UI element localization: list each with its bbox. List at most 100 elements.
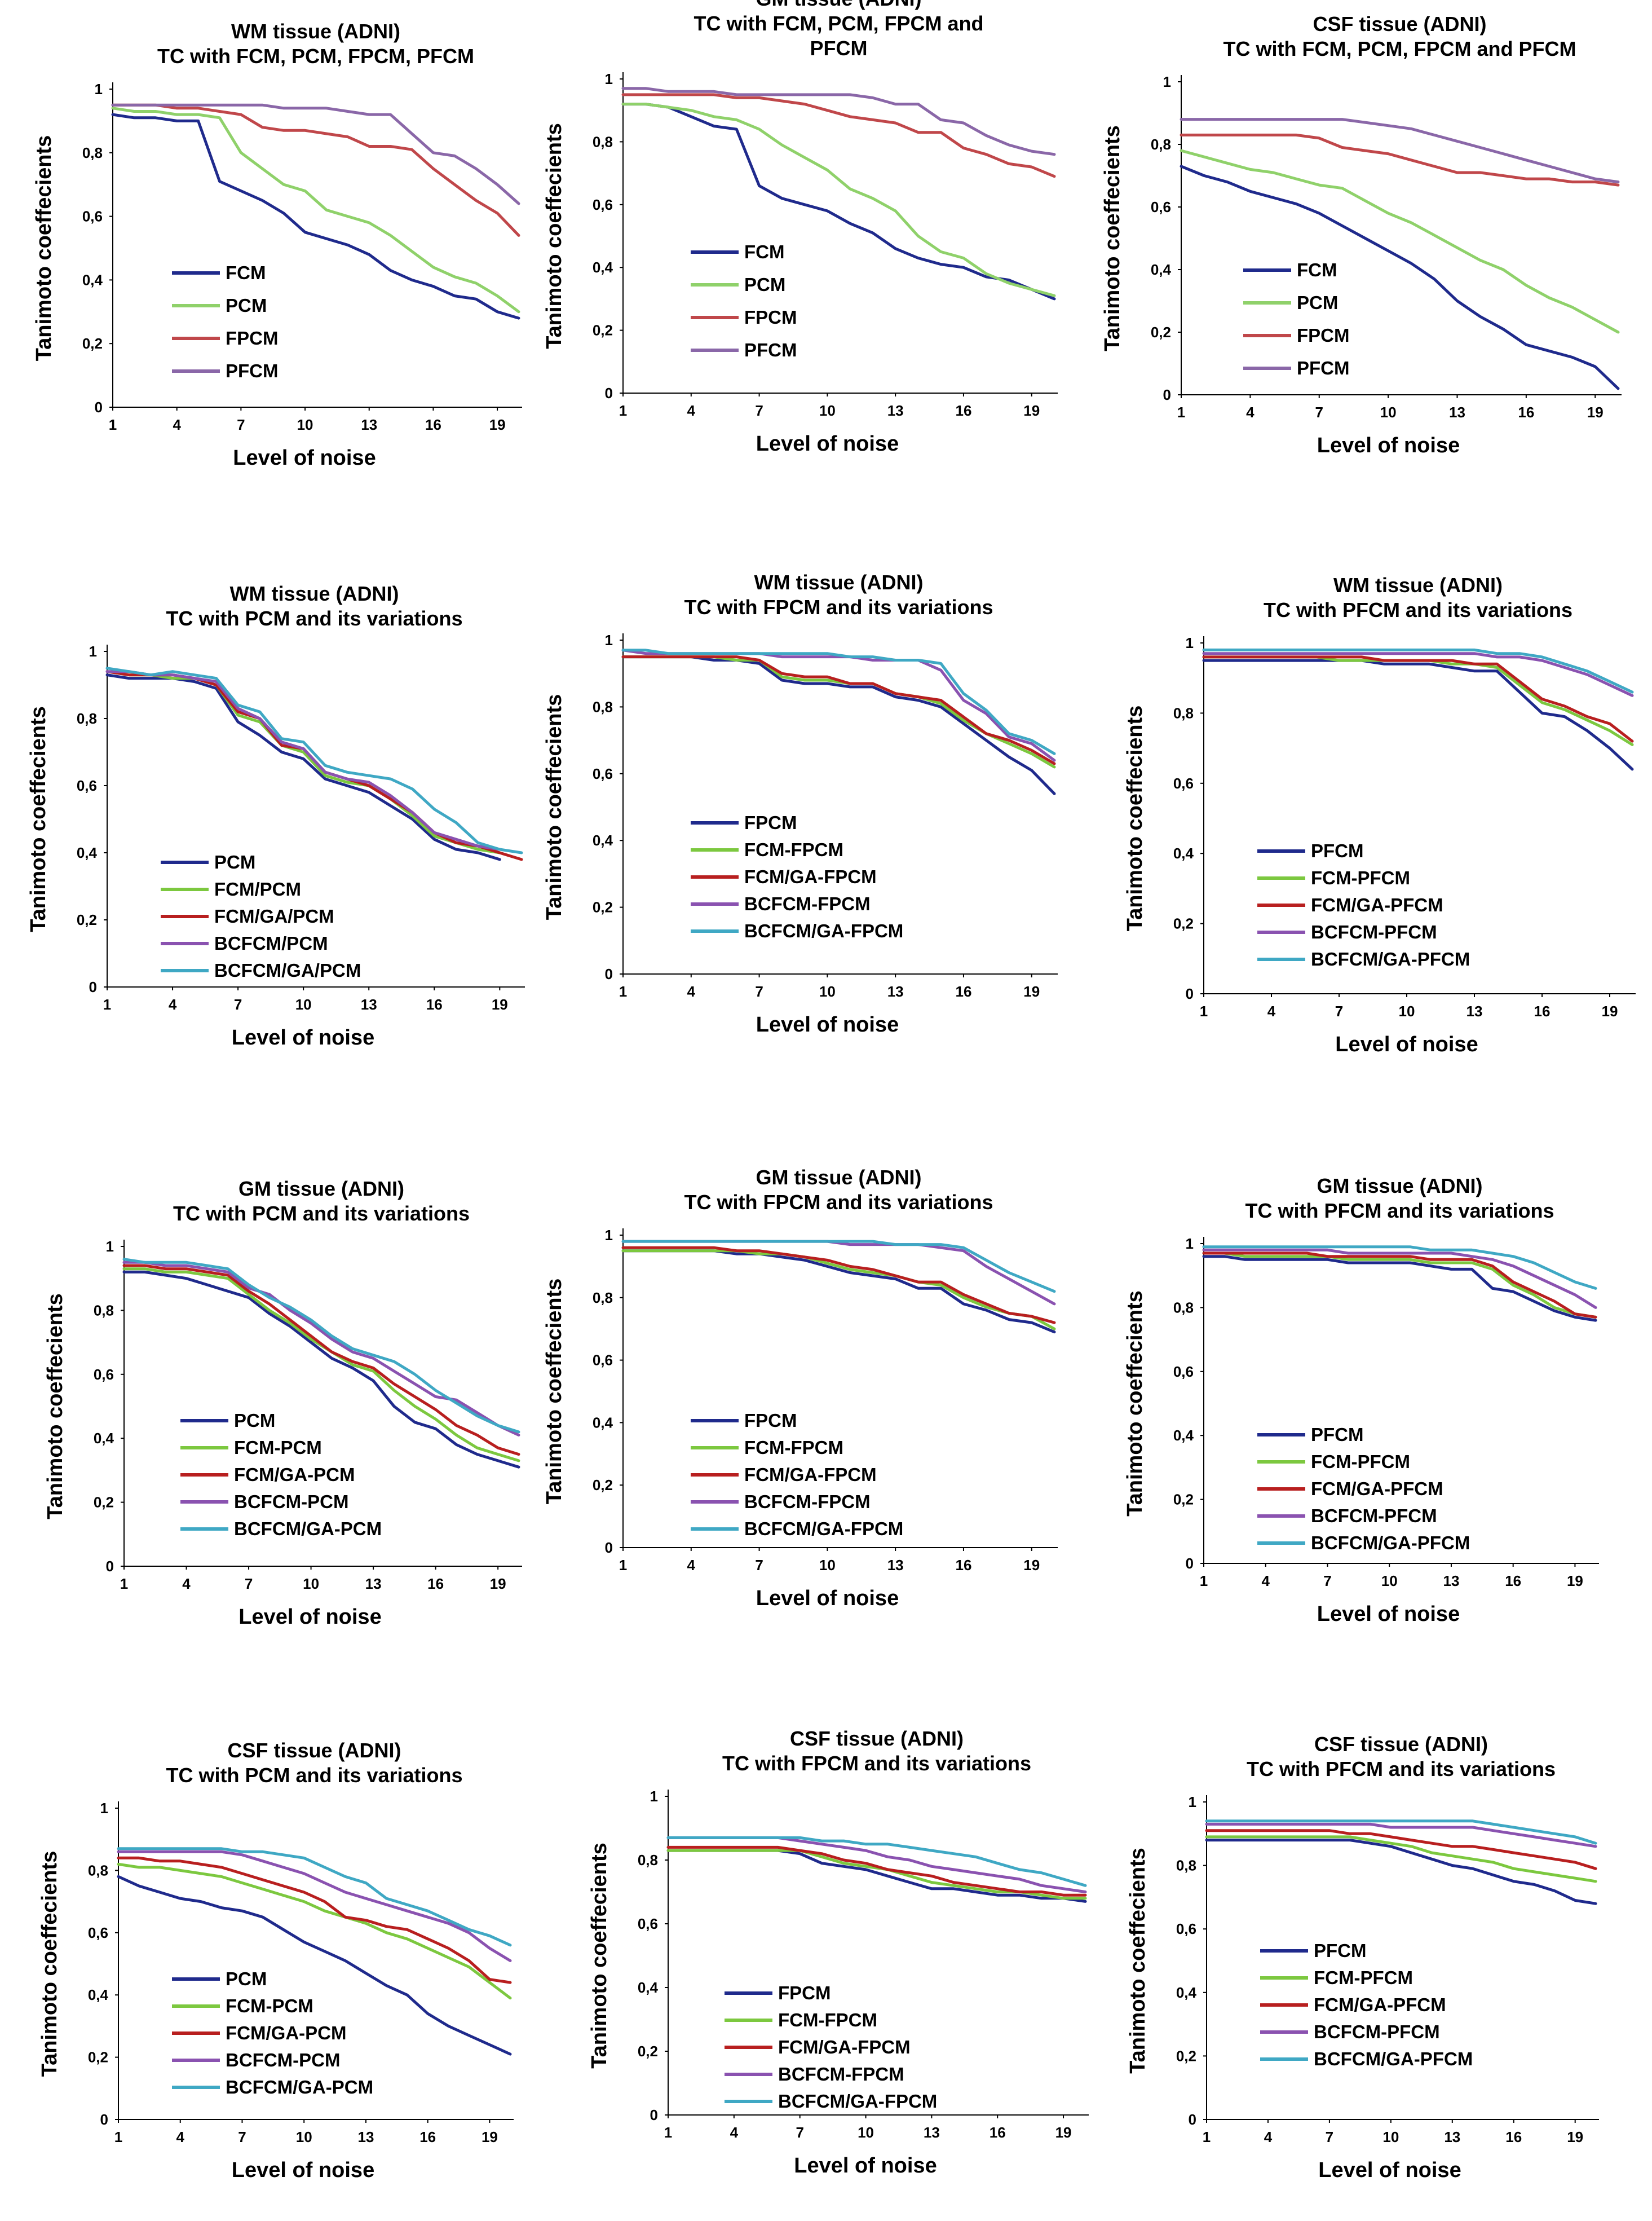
legend-label: FCM-FPCM	[778, 2010, 877, 2030]
chart-title-line: TC with FCM, PCM, FPCM and PFCM	[1223, 37, 1576, 60]
y-tick-label: 0,8	[82, 144, 103, 161]
series-line-bcfcm-pfcm	[1202, 652, 1634, 697]
legend-label: BCFCM/GA-FPCM	[778, 2091, 937, 2112]
y-tick-label: 0,6	[1173, 1363, 1194, 1380]
chart-title-line: WM tissue (ADNI)	[231, 20, 400, 43]
legend-label: BCFCM/GA/PCM	[214, 960, 361, 981]
legend: PFCM FCM-PFCM FCM/GA-PFCM BCFCM-PFCM BCFCM/G…	[1257, 840, 1470, 970]
legend-label: FCM-FPCM	[744, 839, 843, 860]
y-tick-label: 0,2	[88, 2049, 108, 2066]
y-tick-label: 0,2	[593, 1477, 613, 1493]
x-tick-label: 1	[1200, 1003, 1208, 1020]
legend-label: FCM-PFCM	[1314, 1967, 1413, 1988]
x-tick-label: 7	[245, 1575, 253, 1592]
y-tick-label: 1	[106, 1238, 114, 1255]
y-tick-label: 0,2	[1173, 1491, 1194, 1508]
x-tick-label: 16	[1534, 1003, 1551, 1020]
series-line-fcm-ga-fpcm	[621, 655, 1056, 765]
x-tick-label: 13	[887, 402, 904, 419]
series-line-bcfcm-fpcm	[666, 1836, 1087, 1893]
x-tick-label: 16	[425, 416, 441, 433]
x-tick-label: 10	[819, 983, 836, 1000]
x-tick-label: 4	[169, 996, 177, 1013]
chart-title-line: TC with PCM and its variations	[166, 1764, 462, 1787]
x-tick-label: 19	[1023, 402, 1040, 419]
x-tick-label: 10	[303, 1575, 319, 1592]
x-tick-label: 10	[295, 996, 312, 1013]
chart-panel-11: CSF tissue (ADNI)TC with FPCM and its va…	[588, 1727, 1089, 2178]
legend-label: BCFCM/GA-PFCM	[1311, 1532, 1470, 1553]
series-line-fcm-pfcm	[1205, 1835, 1597, 1883]
y-tick-label: 1	[605, 632, 613, 649]
x-tick-label: 1	[619, 402, 627, 419]
legend-label: FCM-PCM	[234, 1437, 322, 1458]
chart-panel-12: CSF tissue (ADNI)TC with PFCM and its va…	[1126, 1733, 1599, 2182]
x-tick-label: 13	[924, 2124, 940, 2141]
series-line-fcm-pfcm	[1202, 1251, 1597, 1319]
y-tick-label: 0,4	[593, 832, 613, 849]
x-tick-label: 4	[687, 983, 696, 1000]
chart-title-line: TC with FCM, PCM, FPCM, PFCM	[157, 45, 474, 68]
series-line-pcm	[122, 1270, 520, 1469]
x-tick-label: 16	[419, 2129, 436, 2145]
legend-label: FCM-PFCM	[1311, 1451, 1410, 1472]
x-tick-label: 16	[990, 2124, 1006, 2141]
series-line-pfcm	[1205, 1839, 1597, 1905]
y-tick-label: 0,8	[77, 710, 97, 727]
y-tick-label: 0,6	[77, 777, 97, 794]
x-axis-label: Level of noise	[232, 2158, 374, 2182]
x-axis-label: Level of noise	[1335, 1033, 1478, 1056]
series-line-fcm-fpcm	[621, 1249, 1056, 1330]
x-tick-label: 7	[755, 983, 763, 1000]
x-tick-label: 13	[361, 416, 377, 433]
chart-panel-6: WM tissue (ADNI)TC with PFCM and its var…	[1123, 574, 1636, 1056]
x-tick-label: 7	[1335, 1003, 1343, 1020]
y-tick-label: 0,4	[82, 271, 103, 288]
legend-label: PFCM	[1311, 840, 1364, 861]
y-tick-label: 0,4	[1173, 845, 1194, 862]
series-line-fcm-ga-fpcm	[621, 1246, 1056, 1324]
chart-title-line: TC with PFCM and its variations	[1264, 598, 1573, 622]
legend-label: FPCM	[226, 328, 279, 349]
y-tick-label: 0,6	[88, 1924, 108, 1941]
series-line-fcm-ga-pfcm	[1202, 1251, 1597, 1319]
chart-panel-8: GM tissue (ADNI)TC with FPCM and its var…	[542, 1166, 1058, 1610]
x-tick-label: 4	[1246, 404, 1255, 421]
series-line-pcm	[1180, 149, 1620, 334]
x-tick-label: 13	[357, 2129, 374, 2145]
chart-title-line: WM tissue (ADNI)	[230, 582, 399, 605]
x-tick-label: 16	[427, 1575, 444, 1592]
x-tick-label: 7	[234, 996, 242, 1013]
y-tick-label: 0	[95, 399, 103, 416]
x-tick-label: 1	[120, 1575, 128, 1592]
x-tick-label: 1	[114, 2129, 122, 2145]
x-tick-label: 13	[365, 1575, 382, 1592]
chart-panel-1: WM tissue (ADNI)TC with FCM, PCM, FPCM, …	[32, 20, 522, 470]
x-tick-label: 19	[490, 1575, 506, 1592]
legend-label: FCM/PCM	[214, 879, 301, 900]
series-line-pfcm	[621, 87, 1056, 156]
y-tick-label: 0,8	[593, 1289, 613, 1306]
x-tick-label: 13	[1443, 1572, 1459, 1589]
y-tick-label: 0,6	[593, 1352, 613, 1369]
series-line-pcm	[117, 1875, 512, 2056]
y-tick-label: 1	[95, 81, 103, 98]
x-tick-label: 7	[796, 2124, 803, 2141]
chart-title-line: WM tissue (ADNI)	[1333, 574, 1503, 597]
x-tick-label: 16	[1518, 404, 1534, 421]
y-tick-label: 0,4	[88, 1986, 109, 2003]
chart-title-line: GM tissue (ADNI)	[756, 0, 921, 10]
y-tick-label: 0	[605, 385, 613, 402]
x-axis-label: Level of noise	[756, 1587, 899, 1610]
legend: FCM PCM FPCM PFCM	[1243, 259, 1350, 378]
y-tick-label: 1	[1186, 634, 1194, 651]
legend-label: PFCM	[226, 360, 279, 381]
y-tick-label: 0,6	[82, 208, 103, 225]
y-tick-label: 0,6	[94, 1366, 114, 1383]
x-tick-label: 10	[858, 2124, 874, 2141]
x-tick-label: 1	[109, 416, 117, 433]
y-tick-label: 1	[1189, 1793, 1196, 1810]
y-tick-label: 0	[650, 2107, 658, 2123]
x-tick-label: 4	[1267, 1003, 1276, 1020]
legend-label: BCFCM/GA-FPCM	[744, 920, 903, 941]
